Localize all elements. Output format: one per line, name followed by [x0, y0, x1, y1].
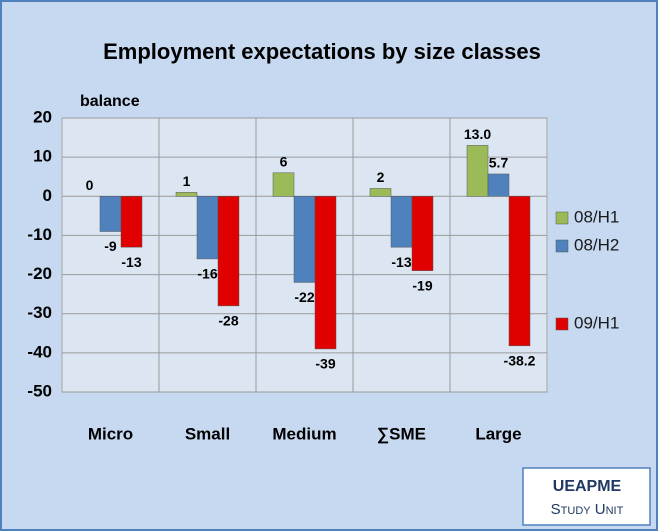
bar: [466, 145, 489, 197]
bar: [369, 188, 392, 197]
x-tick-label: ∑SME: [377, 424, 426, 443]
y-tick-label: 10: [33, 147, 52, 166]
legend-marker: [555, 239, 569, 253]
y-tick-label: -20: [27, 264, 52, 283]
data-label: -13: [391, 254, 411, 270]
footer-unit: Study Unit: [551, 501, 624, 518]
bar: [390, 196, 413, 248]
bar: [196, 196, 219, 260]
bar: [508, 196, 531, 347]
bar: [120, 196, 143, 248]
footer-org: UEAPME: [553, 478, 622, 495]
legend-marker: [555, 211, 569, 225]
x-tick-label: Small: [185, 424, 230, 443]
bar: [175, 192, 198, 197]
bar: [217, 196, 240, 307]
y-tick-label: 0: [43, 186, 52, 205]
legend-label: 09/H1: [574, 313, 619, 332]
y-axis-label: balance: [80, 93, 140, 110]
y-tick-label: -30: [27, 303, 52, 322]
x-tick-label: Medium: [272, 424, 336, 443]
footer-box: [522, 467, 651, 526]
bar: [314, 196, 337, 350]
bar: [272, 172, 295, 197]
data-label: -19: [412, 277, 432, 293]
data-label: 13.0: [464, 126, 491, 142]
data-label: 6: [280, 154, 288, 170]
data-label: 5.7: [489, 155, 509, 171]
legend-marker: [555, 317, 569, 331]
data-label: -22: [294, 289, 314, 305]
y-tick-label: -50: [27, 381, 52, 400]
data-label: -16: [197, 266, 217, 282]
y-tick-label: -10: [27, 225, 52, 244]
legend-label: 08/H1: [574, 207, 619, 226]
data-label: 2: [377, 169, 385, 185]
x-tick-label: Micro: [88, 424, 133, 443]
bar: [99, 196, 122, 232]
legend-label: 08/H2: [574, 235, 619, 254]
data-label: 1: [183, 173, 191, 189]
bar: [411, 196, 434, 271]
data-label: -9: [104, 238, 117, 254]
x-tick-label: Large: [475, 424, 521, 443]
data-label: -13: [121, 254, 141, 270]
y-tick-label: 20: [33, 107, 52, 126]
bar: [487, 173, 510, 197]
data-label: -39: [315, 356, 335, 372]
data-label: 0: [86, 177, 94, 193]
data-label: -38.2: [504, 353, 536, 369]
chart-title: Employment expectations by size classes: [103, 39, 541, 64]
data-label: -28: [218, 313, 238, 329]
y-tick-label: -40: [27, 342, 52, 361]
bar: [293, 196, 316, 283]
